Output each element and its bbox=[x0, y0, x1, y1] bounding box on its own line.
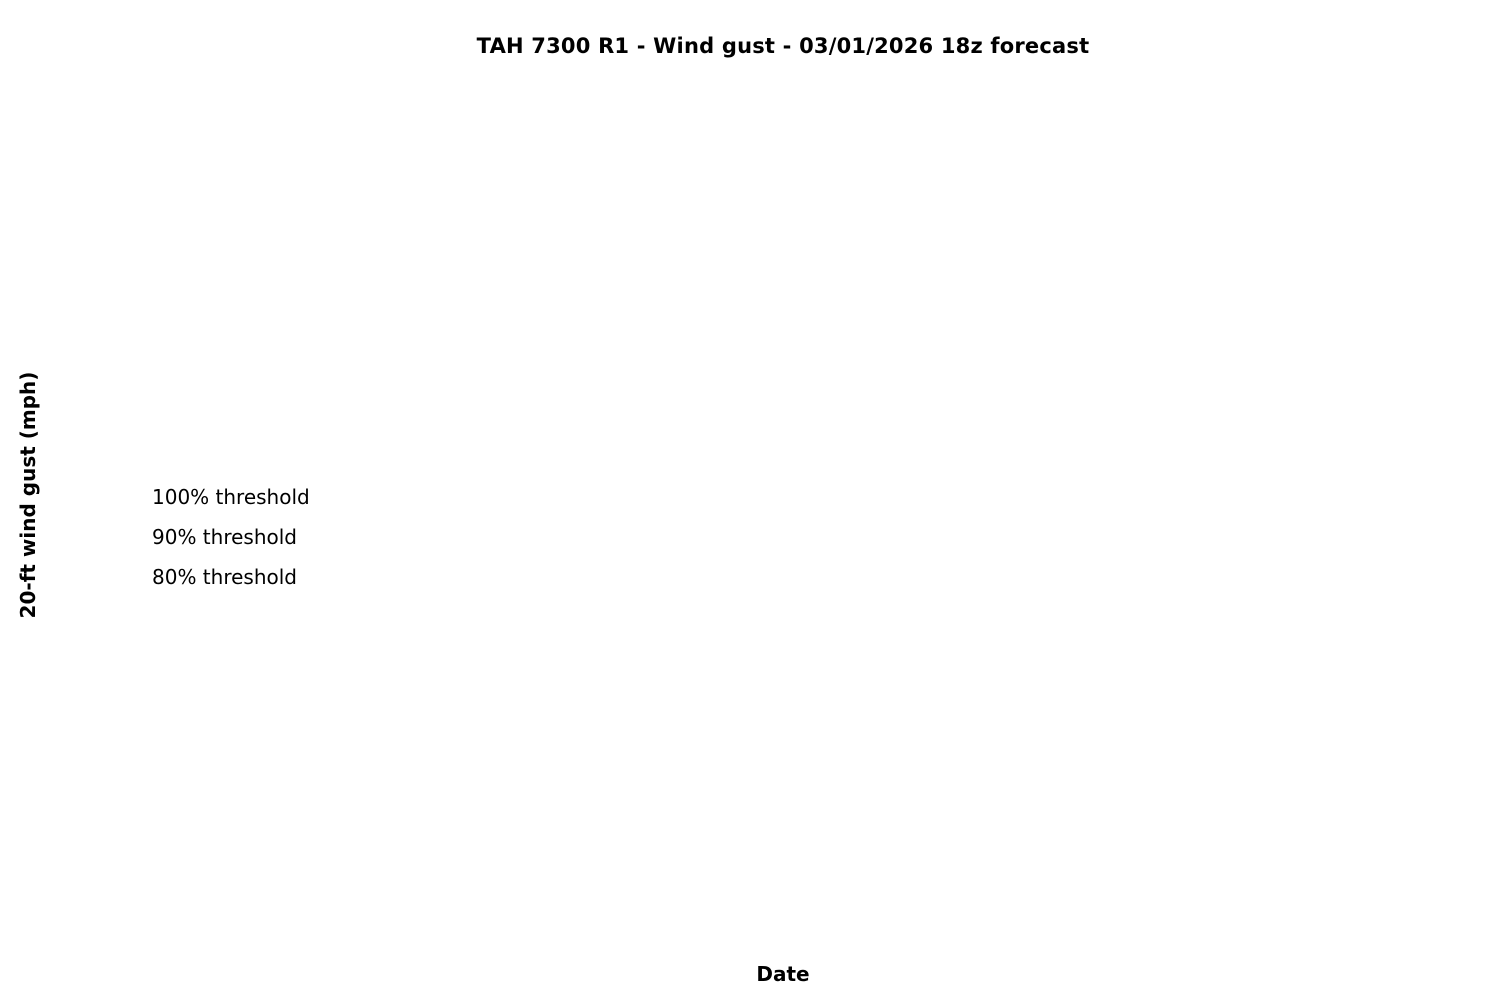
y-axis-title: 20-ft wind gust (mph) bbox=[16, 371, 40, 619]
threshold-label-90: 90% threshold bbox=[152, 525, 297, 549]
x-axis-title: Date bbox=[756, 962, 810, 986]
threshold-label-80: 80% threshold bbox=[152, 565, 297, 589]
chart-title: TAH 7300 R1 - Wind gust - 03/01/2026 18z… bbox=[476, 34, 1090, 58]
threshold-label-100: 100% threshold bbox=[152, 485, 310, 509]
